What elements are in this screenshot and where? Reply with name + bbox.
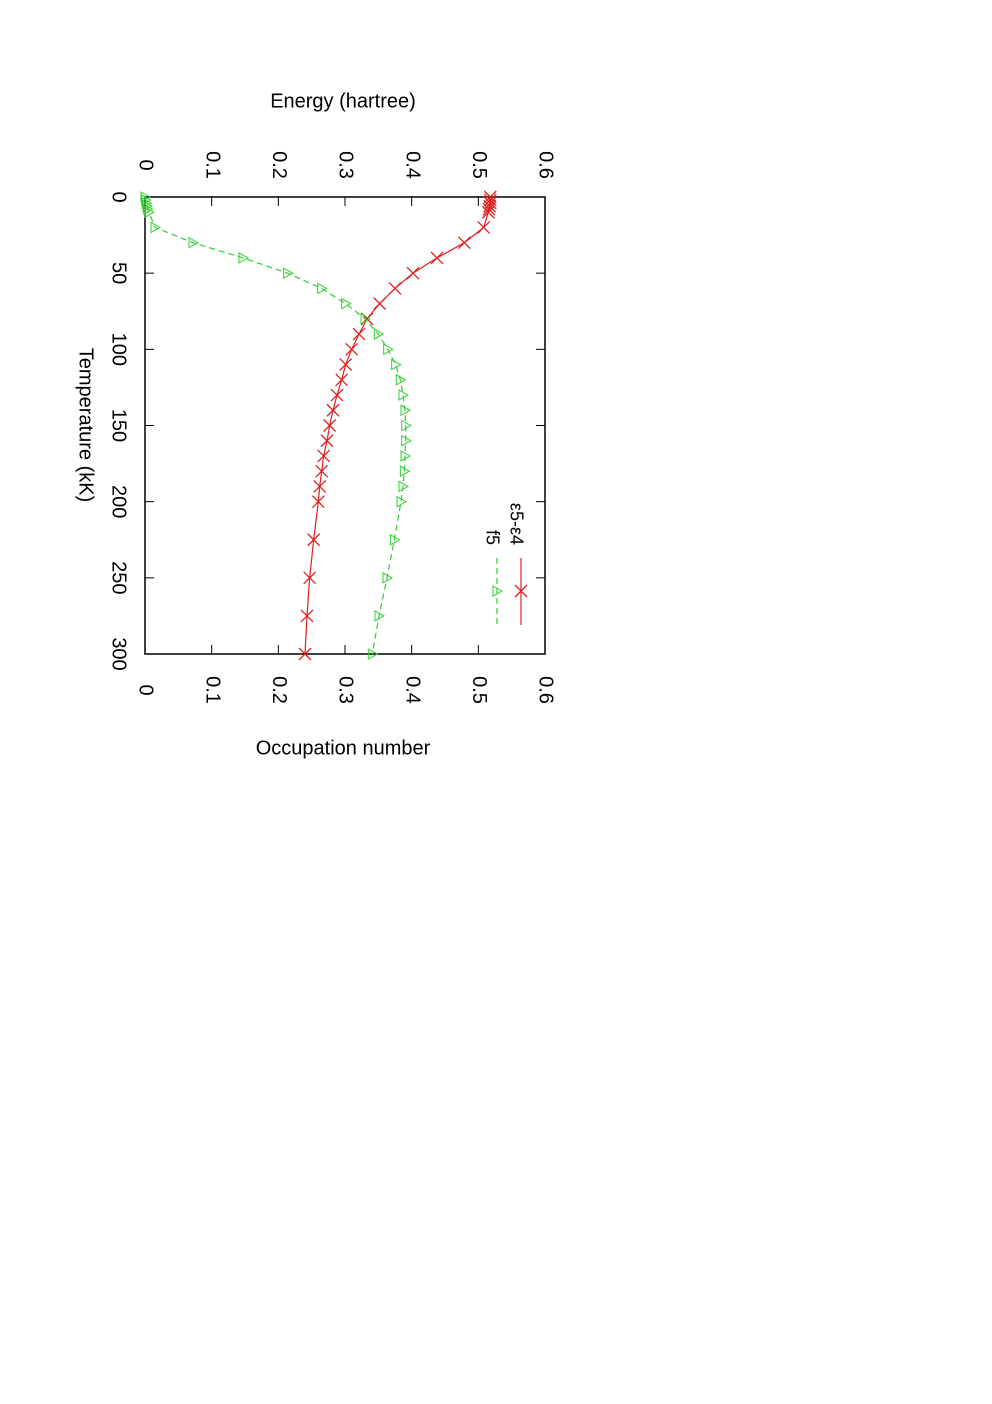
x-tick-label: 250 [108, 561, 130, 594]
data-point [391, 358, 402, 371]
y2-tick-label: 0.6 [535, 676, 557, 704]
y2-tick-label: 0.4 [401, 676, 423, 704]
data-point [383, 343, 394, 356]
data-point [430, 251, 444, 265]
data-point [396, 495, 408, 508]
data-point [482, 202, 496, 216]
data-point [300, 609, 314, 623]
data-point [398, 389, 410, 401]
data-point [323, 419, 337, 432]
legend-label: ε5-ε4 [506, 503, 526, 545]
data-point [150, 221, 162, 234]
data-point [395, 373, 407, 386]
data-point [352, 327, 366, 341]
data-point [330, 388, 344, 402]
data-point [373, 328, 385, 340]
data-point [317, 449, 331, 463]
data-point [360, 313, 372, 325]
y2-tick-label: 0 [135, 684, 157, 695]
data-point [401, 434, 412, 447]
data-point [144, 206, 156, 219]
legend-marker [492, 585, 504, 597]
y2-tick-label: 0.1 [201, 676, 223, 704]
data-point [400, 404, 412, 417]
x-tick-label: 300 [108, 637, 130, 670]
series-line [304, 197, 491, 655]
data-point [389, 533, 401, 546]
data-point [374, 610, 386, 622]
data-point [335, 373, 349, 387]
y-tick-label: 0.2 [268, 151, 290, 179]
legend-label: f5 [482, 530, 502, 545]
y-tick-label: 0.5 [468, 151, 490, 179]
data-point [398, 480, 410, 493]
y-tick-label: 0.6 [535, 151, 557, 179]
data-point [345, 342, 359, 356]
x-tick-label: 150 [108, 409, 130, 442]
data-point [326, 403, 340, 417]
data-point [315, 464, 329, 478]
y2-tick-label: 0.5 [468, 676, 490, 704]
x-tick-label: 200 [108, 485, 130, 518]
data-point [339, 358, 353, 372]
data-point [313, 479, 327, 493]
data-point [400, 450, 412, 462]
y2-axis-title: Occupation number [256, 737, 431, 759]
data-point [238, 252, 250, 264]
data-point [307, 533, 321, 547]
data-point [303, 571, 317, 585]
data-point [388, 281, 402, 295]
data-point [283, 267, 294, 280]
data-point [320, 434, 334, 448]
data-point [382, 571, 394, 584]
y-tick-label: 0.3 [335, 151, 357, 179]
x-tick-label: 0 [108, 191, 130, 202]
legend-marker [514, 584, 528, 598]
x-tick-label: 50 [108, 262, 130, 284]
data-point [406, 266, 420, 280]
data-point [457, 236, 471, 250]
plot-frame [144, 196, 546, 655]
data-point [481, 205, 495, 219]
data-point [311, 495, 325, 509]
data-point [143, 203, 154, 216]
series-line [144, 196, 407, 655]
y2-tick-label: 0.2 [268, 676, 290, 704]
data-point [373, 297, 387, 311]
data-point [477, 221, 491, 234]
data-point [367, 648, 379, 660]
x-axis-title: Temperature (kK) [75, 348, 97, 503]
y-tick-label: 0.1 [201, 151, 223, 179]
y-tick-label: 0 [135, 159, 157, 170]
data-point [317, 282, 328, 295]
data-point [188, 236, 200, 249]
y2-tick-label: 0.3 [335, 676, 357, 704]
data-point [401, 419, 412, 432]
data-point [399, 465, 411, 478]
y-axis-title: Energy (hartree) [270, 90, 416, 112]
data-point [341, 297, 352, 310]
x-tick-label: 100 [108, 333, 130, 366]
data-point [298, 647, 312, 661]
y-tick-label: 0.4 [401, 151, 423, 179]
